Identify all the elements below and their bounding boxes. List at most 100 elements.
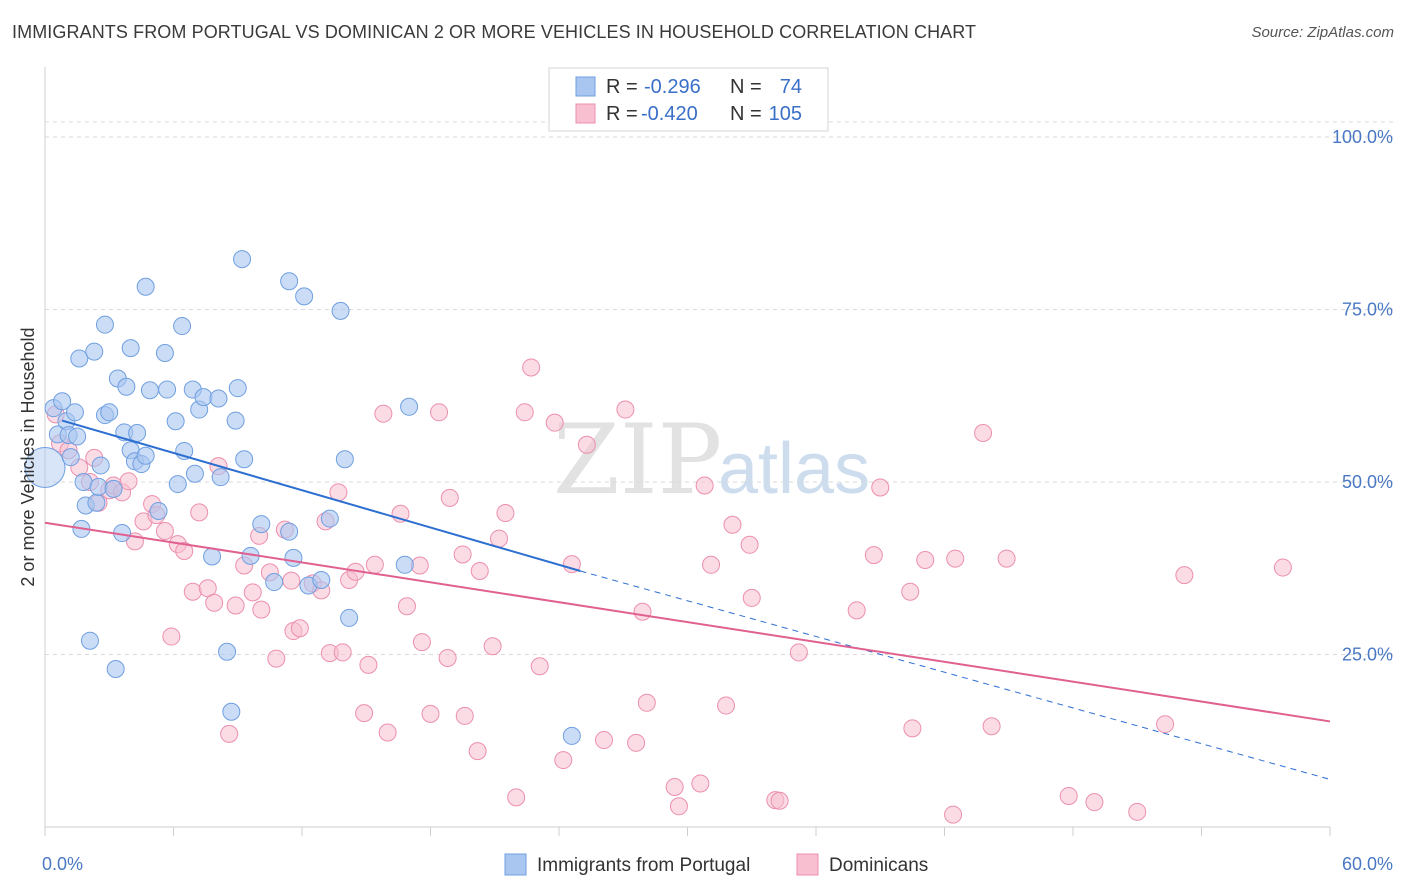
portugal-point: [218, 642, 237, 661]
dominican-point: [616, 400, 635, 419]
portugal-point: [100, 403, 119, 422]
dominican-point: [470, 562, 489, 581]
dominican-point: [916, 550, 935, 569]
portugal-point: [117, 377, 136, 396]
portugal-point: [331, 301, 350, 320]
legend-n-label-2: N =: [730, 103, 762, 125]
portugal-points: [24, 250, 581, 745]
dominican-point: [1085, 793, 1104, 812]
dominican-point: [1175, 566, 1194, 585]
axes: [44, 67, 1331, 836]
dominican-point: [155, 521, 174, 540]
dominican-point: [695, 476, 714, 495]
portugal-point: [87, 493, 106, 512]
watermark-zip: ZIP: [553, 404, 722, 516]
portugal-point: [280, 272, 299, 291]
y-tick-label-75: 75.0%: [1342, 300, 1393, 320]
dominican-point: [903, 719, 922, 738]
portugal-point: [194, 388, 213, 407]
x-tick-label-max: 60.0%: [1342, 854, 1393, 874]
series-swatch-portugal: [504, 853, 527, 876]
dominican-point: [355, 704, 374, 723]
trend-lines: [44, 419, 1331, 780]
portugal-point: [74, 473, 93, 491]
portugal-point: [158, 380, 177, 399]
portugal-point: [65, 403, 84, 422]
portugal-point: [104, 479, 123, 498]
dominican-point: [627, 733, 646, 752]
dominican-point: [252, 600, 271, 619]
dominican-point: [220, 724, 239, 743]
portugal-point: [562, 726, 581, 745]
portugal-point: [155, 343, 174, 362]
portugal-point: [209, 389, 228, 408]
portugal-point: [235, 450, 254, 469]
portugal-point: [140, 381, 159, 400]
legend-r-value-2: -0.420: [641, 103, 698, 125]
dominican-point: [282, 571, 301, 590]
dominican-point: [333, 643, 352, 662]
dominican-point: [162, 627, 181, 646]
dominican-point: [789, 643, 808, 662]
dominican-point: [554, 751, 573, 770]
dominican-point: [717, 696, 736, 715]
dominican-point: [665, 777, 684, 796]
dominican-trend-line: [44, 521, 1331, 723]
x-tick-label-min: 0.0%: [42, 854, 83, 874]
dominican-point: [691, 774, 710, 793]
dominican-point: [864, 546, 883, 565]
dominican-point: [267, 649, 286, 668]
dominican-point: [378, 723, 397, 742]
dominican-point: [545, 413, 564, 432]
dominican-point: [742, 588, 761, 607]
dominican-point: [397, 597, 416, 616]
dominican-point: [633, 602, 652, 621]
legend-swatch-dominican: [575, 103, 596, 124]
dominican-point: [496, 504, 515, 523]
dominican-point: [243, 583, 262, 602]
portugal-point: [85, 342, 104, 361]
dominican-point: [438, 648, 457, 667]
portugal-point: [91, 456, 110, 475]
portugal-point: [53, 392, 72, 411]
dominican-point: [982, 717, 1001, 736]
dominican-point: [183, 582, 202, 601]
portugal-point: [335, 450, 354, 469]
portugal-point: [400, 397, 419, 416]
dominican-point: [944, 805, 963, 824]
series-swatch-dominican: [796, 853, 819, 876]
dominican-point: [1273, 558, 1292, 577]
dominican-point: [453, 545, 472, 564]
dominican-point: [1059, 786, 1078, 805]
legend-r-label-1: R =: [606, 76, 638, 98]
dominican-point: [723, 515, 742, 534]
portugal-point: [106, 659, 125, 678]
correlation-legend: R = -0.296 N = 74 R = -0.420 N = 105: [548, 67, 829, 132]
series-legend: Immigrants from Portugal Dominicans: [504, 853, 928, 876]
y-axis-title: 2 or more Vehicles in Household: [18, 327, 38, 586]
portugal-point: [280, 522, 299, 541]
dominican-point: [119, 472, 138, 491]
dominican-point: [430, 403, 449, 422]
portugal-point: [95, 315, 114, 334]
portugal-point: [121, 339, 140, 358]
watermark-atlas: atlas: [718, 429, 870, 509]
dominican-point: [901, 582, 920, 601]
portugal-point: [252, 515, 271, 534]
dominican-point: [515, 403, 534, 422]
dominican-point: [740, 535, 759, 554]
series-label-dominican: Dominicans: [829, 855, 928, 876]
dominican-point: [507, 788, 526, 807]
y-tick-label-50: 50.0%: [1342, 472, 1393, 492]
dominican-point: [847, 601, 866, 620]
dominican-point: [974, 424, 993, 443]
portugal-point: [89, 477, 108, 496]
portugal-point: [168, 475, 187, 494]
portugal-point: [24, 447, 66, 489]
dominican-point: [1128, 802, 1147, 821]
dominican-point: [1156, 715, 1175, 734]
dominican-point: [637, 693, 656, 712]
dominican-point: [374, 404, 393, 423]
portugal-point: [68, 427, 87, 446]
dominican-point: [190, 503, 209, 522]
